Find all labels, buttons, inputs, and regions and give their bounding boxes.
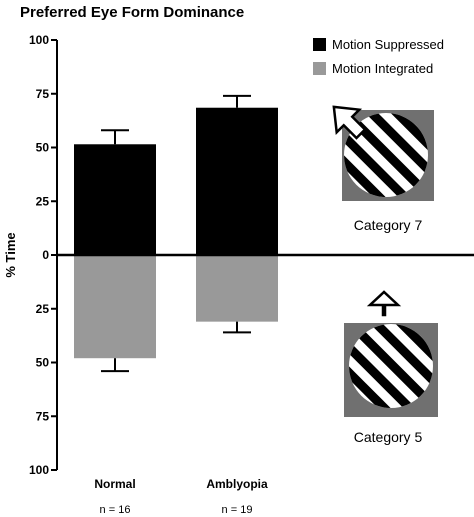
arrow-up-icon (366, 290, 402, 317)
y-axis-ticks: 100 75 50 25 0 25 50 75 100 (29, 33, 57, 477)
inset-category-7: Category 7 (332, 105, 434, 233)
y-tick-label: 75 (36, 87, 50, 101)
legend-label: Motion Suppressed (332, 37, 444, 52)
arrow-up-left-icon (332, 105, 367, 140)
chart-title: Preferred Eye Form Dominance (20, 4, 244, 21)
striped-grating (349, 324, 433, 408)
bar-motion-integrated-normal (74, 255, 156, 359)
y-tick-label: 75 (36, 409, 50, 423)
legend: Motion Suppressed Motion Integrated (313, 37, 444, 76)
y-tick-label: 0 (42, 248, 49, 262)
striped-grating (344, 113, 428, 197)
x-category-label: Amblyopia (206, 477, 268, 491)
bar-motion-suppressed-amblyopia (196, 107, 278, 255)
error-bars (101, 94, 251, 373)
inset-category-5: Category 5 (344, 290, 438, 445)
bar-motion-integrated-amblyopia (196, 255, 278, 322)
y-tick-label: 50 (36, 141, 50, 155)
y-axis-label: % Time (3, 232, 18, 277)
category-labels: Normal n = 16 Amblyopia n = 19 (94, 477, 268, 516)
y-tick-label: 25 (36, 302, 50, 316)
y-tick-label: 25 (36, 194, 50, 208)
legend-swatch (313, 62, 326, 75)
y-tick-label: 100 (29, 463, 49, 477)
inset-caption-category-7: Category 7 (354, 217, 423, 233)
bars (74, 107, 278, 359)
y-tick-label: 50 (36, 356, 50, 370)
legend-label: Motion Integrated (332, 61, 433, 76)
x-category-n-label: n = 16 (100, 504, 131, 516)
x-category-n-label: n = 19 (222, 504, 253, 516)
legend-swatch (313, 38, 326, 51)
inset-caption-category-5: Category 5 (354, 429, 423, 445)
y-tick-label: 100 (29, 33, 49, 47)
x-category-label: Normal (94, 477, 135, 491)
bar-motion-suppressed-normal (74, 144, 156, 255)
